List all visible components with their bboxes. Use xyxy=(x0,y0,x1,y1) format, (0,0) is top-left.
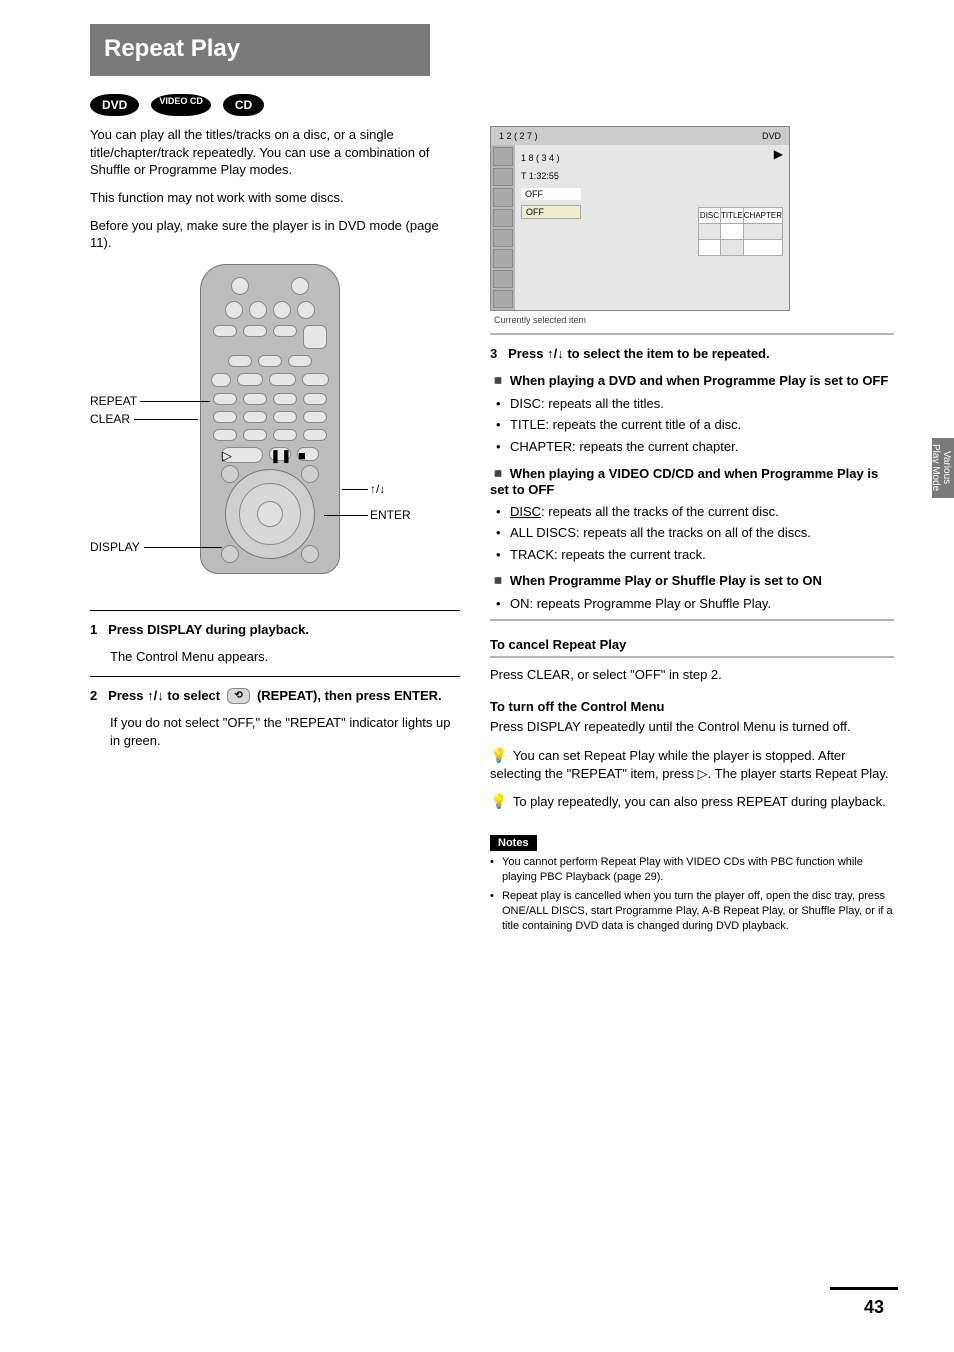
osd-calendar: DISC TITLE CHAPTER xyxy=(698,207,783,256)
side-tab: Various Play Mode Functions xyxy=(932,438,954,498)
callout-clear: CLEAR xyxy=(90,412,130,426)
two-column-layout: You can play all the titles/tracks on a … xyxy=(90,126,894,937)
when-prog-list: ON: repeats Programme Play or Shuffle Pl… xyxy=(494,595,894,613)
when-dvd-list: DISC: repeats all the titles. TITLE: rep… xyxy=(494,395,894,456)
divider-grey xyxy=(490,333,894,335)
disc-badges: DVD VIDEO CD CD xyxy=(90,94,894,116)
when-dvd-heading: ◾ When playing a DVD and when Programme … xyxy=(490,373,894,389)
tip2: 💡 To play repeatedly, you can also press… xyxy=(490,792,894,811)
badge-cd: CD xyxy=(223,94,264,116)
divider-grey xyxy=(490,619,894,621)
remote-illustration: ▷❚❚■ REPEAT xyxy=(90,264,460,594)
osd-selected-off: OFF xyxy=(521,188,581,200)
page-root: Repeat Play DVD VIDEO CD CD You can play… xyxy=(0,0,954,977)
osd-tabs xyxy=(491,145,515,310)
intro-p1: You can play all the titles/tracks on a … xyxy=(90,126,460,179)
page-number: 43 xyxy=(864,1297,884,1318)
notes-label: Notes xyxy=(490,835,537,851)
osd-chapter-top: 1 2 ( 2 7 ) xyxy=(499,127,538,145)
osd-play-indicator: ▶ xyxy=(774,147,783,161)
cancel-text: Press CLEAR, or select "OFF" in step 2. xyxy=(490,666,894,684)
divider-grey xyxy=(490,656,894,658)
tip-icon: 💡 xyxy=(490,792,507,811)
osd-option-off: OFF xyxy=(521,205,581,219)
when-cd-heading: ◾ When playing a VIDEO CD/CD and when Pr… xyxy=(490,466,894,497)
callout-updown: ↑/↓ xyxy=(370,482,385,496)
divider xyxy=(90,676,460,677)
callout-enter: ENTER xyxy=(370,508,411,522)
callout-repeat: REPEAT xyxy=(90,394,137,408)
osd-legend: Currently selected item xyxy=(494,315,894,325)
intro-p2: This function may not work with some dis… xyxy=(90,189,460,207)
page-number-rule xyxy=(830,1287,898,1290)
badge-video-cd: VIDEO CD xyxy=(151,94,211,116)
cancel-heading: To cancel Repeat Play xyxy=(490,637,894,652)
notes-list: You cannot perform Repeat Play with VIDE… xyxy=(490,855,894,933)
header-title: Repeat Play xyxy=(104,36,416,62)
step2-sub: If you do not select "OFF," the "REPEAT"… xyxy=(110,714,460,749)
intro-p3: Before you play, make sure the player is… xyxy=(90,217,460,252)
callout-display: DISPLAY xyxy=(90,540,140,554)
tip1: 💡 You can set Repeat Play while the play… xyxy=(490,746,894,782)
remote-body: ▷❚❚■ xyxy=(200,264,340,574)
repeat-icon: ⟲ xyxy=(227,688,249,704)
divider xyxy=(90,610,460,611)
left-column: You can play all the titles/tracks on a … xyxy=(90,126,460,937)
close-text: Press DISPLAY repeatedly until the Contr… xyxy=(490,718,894,736)
tip-icon: 💡 xyxy=(490,746,507,765)
step2: 2 Press ↑/↓ to select ⟲ (REPEAT), then p… xyxy=(90,687,460,705)
close-heading: To turn off the Control Menu xyxy=(490,699,894,714)
when-cd-list: DISC: repeats all the tracks of the curr… xyxy=(494,503,894,564)
step1: 1 Press DISPLAY during playback. xyxy=(90,621,460,639)
badge-dvd: DVD xyxy=(90,94,139,116)
osd-screenshot: 1 2 ( 2 7 ) DVD 1 8 ( 3 4 ) T 1:32:55 OF… xyxy=(490,126,790,311)
step3: 3 Press ↑/↓ to select the item to be rep… xyxy=(490,345,894,363)
osd-mode: DVD xyxy=(762,127,789,145)
section-header: Repeat Play xyxy=(90,24,430,76)
when-prog-heading: ◾ When Programme Play or Shuffle Play is… xyxy=(490,573,894,589)
step1-sub: The Control Menu appears. xyxy=(110,648,460,666)
right-column: 1 2 ( 2 7 ) DVD 1 8 ( 3 4 ) T 1:32:55 OF… xyxy=(490,126,894,937)
